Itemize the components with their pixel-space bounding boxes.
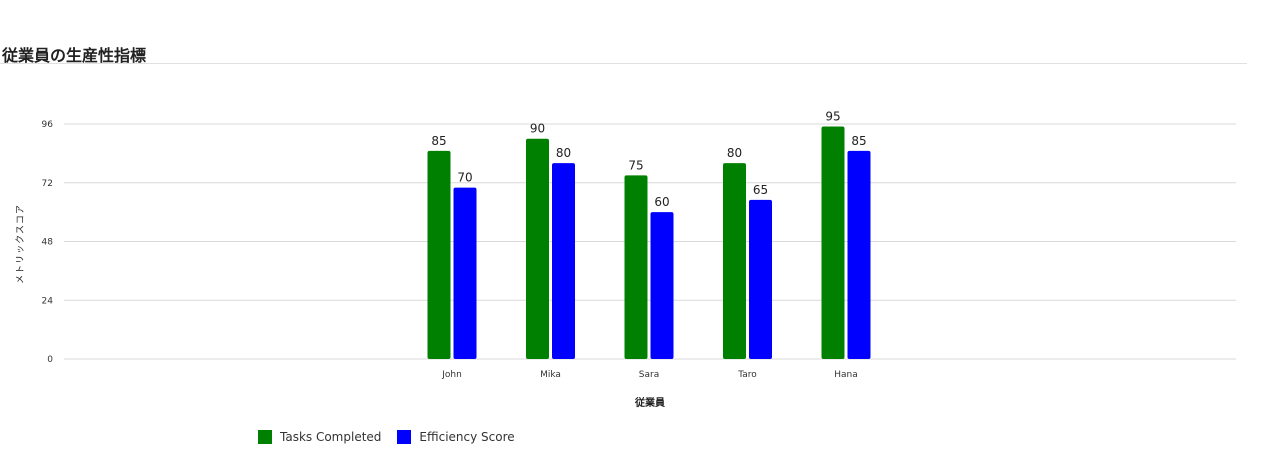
y-tick-label: 24: [42, 296, 54, 306]
y-axis-label: メトリックスコア: [15, 204, 26, 284]
bar-value-label: 80: [727, 146, 742, 160]
y-tick-label: 48: [42, 238, 54, 248]
legend-label: Tasks Completed: [280, 430, 382, 444]
bar-efficiency-score: [749, 199, 772, 359]
bar-value-label: 70: [457, 171, 472, 185]
gridlines: [64, 123, 1236, 360]
y-tick-label: 96: [42, 120, 54, 130]
bar-value-label: 95: [825, 109, 840, 123]
x-axis-label: 従業員: [634, 396, 665, 409]
legend-item-efficiency-score[interactable]: Efficiency Score: [397, 430, 515, 444]
bar-value-label: 90: [530, 122, 545, 136]
bar-efficiency-score: [453, 187, 477, 359]
bar-efficiency-score: [552, 163, 575, 359]
bar-value-label: 80: [556, 146, 571, 160]
y-tick-label: 72: [42, 179, 53, 189]
x-tick-label: Taro: [737, 370, 757, 380]
data-labels: 85 70 90 80 75 60 80 65 95 85: [431, 109, 866, 209]
legend-item-tasks-completed[interactable]: Tasks Completed: [258, 430, 381, 444]
bar-value-label: 75: [628, 158, 643, 172]
bars: [427, 126, 871, 360]
bar-efficiency-score: [847, 150, 871, 359]
legend: Tasks Completed Efficiency Score: [258, 430, 531, 444]
x-tick-label: Mika: [540, 370, 561, 380]
x-tick-label: Hana: [834, 370, 858, 380]
legend-swatch: [397, 430, 412, 444]
bar-tasks-completed: [427, 150, 451, 359]
bar-value-label: 85: [851, 134, 866, 148]
bar-value-label: 65: [753, 183, 768, 197]
y-tick-label: 0: [47, 355, 53, 365]
bar-value-label: 60: [654, 195, 669, 209]
bar-tasks-completed: [821, 126, 845, 360]
chart-title: 従業員の生産性指標: [2, 46, 147, 65]
x-tick-label: Sara: [639, 370, 659, 380]
bar-tasks-completed: [723, 163, 746, 359]
bar-tasks-completed: [624, 175, 648, 359]
bar-efficiency-score: [650, 212, 674, 359]
bar-chart: 0 24 48 72 96 85 70 90 80 75 60 80 65 95 85 John Mika S…: [15, 109, 1236, 409]
legend-label: Efficiency Score: [419, 430, 515, 444]
legend-swatch: [258, 430, 272, 444]
x-axis-ticks: John Mika Sara Taro Hana: [441, 370, 858, 380]
bar-tasks-completed: [526, 138, 549, 359]
bar-value-label: 85: [431, 134, 446, 148]
chart-header: 従業員の生産性指標: [0, 40, 1247, 65]
x-tick-label: John: [441, 370, 462, 380]
y-axis-ticks: 0 24 48 72 96: [42, 120, 54, 365]
